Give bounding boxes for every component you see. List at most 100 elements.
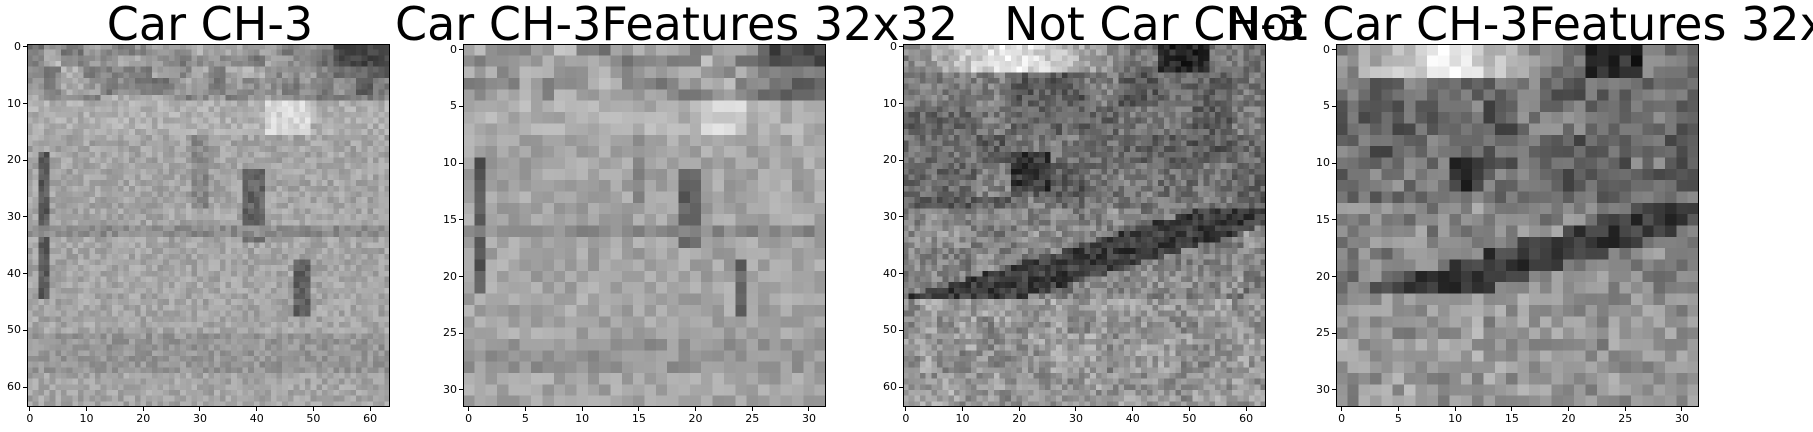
x-tick-label: 40	[249, 412, 264, 425]
x-tick	[695, 407, 697, 411]
x-tick-label: 20	[1012, 412, 1027, 425]
y-tick-label: 0	[1323, 42, 1330, 56]
x-tick-label: 0	[465, 412, 473, 425]
y-tick	[23, 216, 27, 218]
y-tick-label: 30	[443, 382, 457, 396]
panel-car-ch3-features: Car CH-3Features 32x32 0 5 10 15 20 25 30 0 5 10 1…	[390, 0, 958, 432]
x-tick-label: 20	[688, 412, 703, 425]
x-tick	[1511, 407, 1513, 411]
x-tick-label: 60	[363, 412, 378, 425]
y-tick-label: 50	[883, 323, 897, 337]
panel-not-car-ch3-features: Not Car CH-3Features 32x32 0 5 10 15 20 25 30 0…	[1227, 0, 1813, 432]
y-tick	[23, 46, 27, 48]
x-tick	[1397, 407, 1399, 411]
x-tick	[1341, 407, 1343, 411]
y-tick-label: 15	[443, 212, 457, 226]
x-tick	[1245, 407, 1247, 411]
y-tick	[23, 329, 27, 331]
x-tick-label: 30	[1068, 412, 1083, 425]
y-tick	[899, 386, 903, 388]
x-tick	[1681, 407, 1683, 411]
x-tick	[1454, 407, 1456, 411]
x-tick	[1188, 407, 1190, 411]
y-tick	[459, 389, 463, 391]
x-tick	[199, 407, 201, 411]
x-tick-label: 10	[1448, 412, 1463, 425]
x-tick-label: 0	[1338, 412, 1346, 425]
y-tick	[1332, 389, 1336, 391]
y-tick	[1332, 105, 1336, 107]
x-tick	[256, 407, 258, 411]
x-tick-label: 40	[1125, 412, 1140, 425]
x-tick-label: 30	[192, 412, 207, 425]
y-tick	[23, 273, 27, 275]
x-tick-label: 60	[1239, 412, 1254, 425]
axes-frame	[1336, 44, 1699, 407]
y-tick-label: 10	[1316, 156, 1330, 170]
panel-title: Car CH-3	[106, 0, 314, 51]
y-tick-label: 25	[443, 326, 457, 340]
y-tick	[1332, 276, 1336, 278]
x-tick	[524, 407, 526, 411]
x-tick-label: 30	[801, 412, 816, 425]
y-tick-label: 40	[7, 266, 21, 280]
grayscale-image	[463, 44, 826, 407]
y-tick	[23, 103, 27, 105]
y-tick	[459, 276, 463, 278]
x-tick-label: 5	[1394, 412, 1402, 425]
y-tick-label: 50	[7, 323, 21, 337]
y-tick-label: 25	[1316, 326, 1330, 340]
x-tick	[468, 407, 470, 411]
x-tick	[581, 407, 583, 411]
y-tick	[899, 46, 903, 48]
x-tick-label: 10	[575, 412, 590, 425]
y-tick-label: 30	[883, 209, 897, 223]
x-tick	[751, 407, 753, 411]
y-tick-label: 60	[7, 380, 21, 394]
axes-frame	[27, 44, 390, 407]
grayscale-image	[1336, 44, 1699, 407]
y-tick-label: 20	[443, 269, 457, 283]
x-tick	[1624, 407, 1626, 411]
x-tick	[86, 407, 88, 411]
y-tick-label: 30	[7, 209, 21, 223]
x-tick-label: 30	[1674, 412, 1689, 425]
y-tick-label: 15	[1316, 212, 1330, 226]
grayscale-image	[903, 44, 1266, 407]
y-tick	[459, 105, 463, 107]
x-tick-label: 20	[1561, 412, 1576, 425]
y-tick	[1332, 162, 1336, 164]
x-tick-label: 10	[955, 412, 970, 425]
axes-frame	[903, 44, 1266, 407]
y-tick-label: 60	[883, 380, 897, 394]
y-tick	[899, 329, 903, 331]
y-tick-label: 20	[7, 153, 21, 167]
x-tick	[1132, 407, 1134, 411]
x-tick	[905, 407, 907, 411]
axes-frame	[463, 44, 826, 407]
y-tick	[899, 159, 903, 161]
x-tick-label: 0	[26, 412, 34, 425]
y-tick	[1332, 219, 1336, 221]
y-tick-label: 10	[443, 156, 457, 170]
grayscale-image	[27, 44, 390, 407]
y-tick-label: 40	[883, 266, 897, 280]
y-tick	[459, 49, 463, 51]
y-tick	[23, 159, 27, 161]
panel-title: Not Car CH-3Features 32x32	[1227, 0, 1813, 51]
x-tick	[638, 407, 640, 411]
panel-title: Car CH-3Features 32x32	[395, 0, 959, 51]
x-tick-label: 50	[1182, 412, 1197, 425]
x-tick	[808, 407, 810, 411]
x-tick-label: 15	[1504, 412, 1519, 425]
x-tick	[1075, 407, 1077, 411]
y-tick-label: 5	[450, 99, 457, 113]
x-tick	[1018, 407, 1020, 411]
panel-title: Not Car CH-3	[1004, 0, 1306, 51]
x-tick-label: 10	[79, 412, 94, 425]
y-tick-label: 20	[1316, 269, 1330, 283]
image-plot: 0 5 10 15 20 25 30 0 5 10 15 20 25 30	[443, 43, 826, 425]
x-tick	[1568, 407, 1570, 411]
y-tick-label: 20	[883, 153, 897, 167]
x-tick	[312, 407, 314, 411]
